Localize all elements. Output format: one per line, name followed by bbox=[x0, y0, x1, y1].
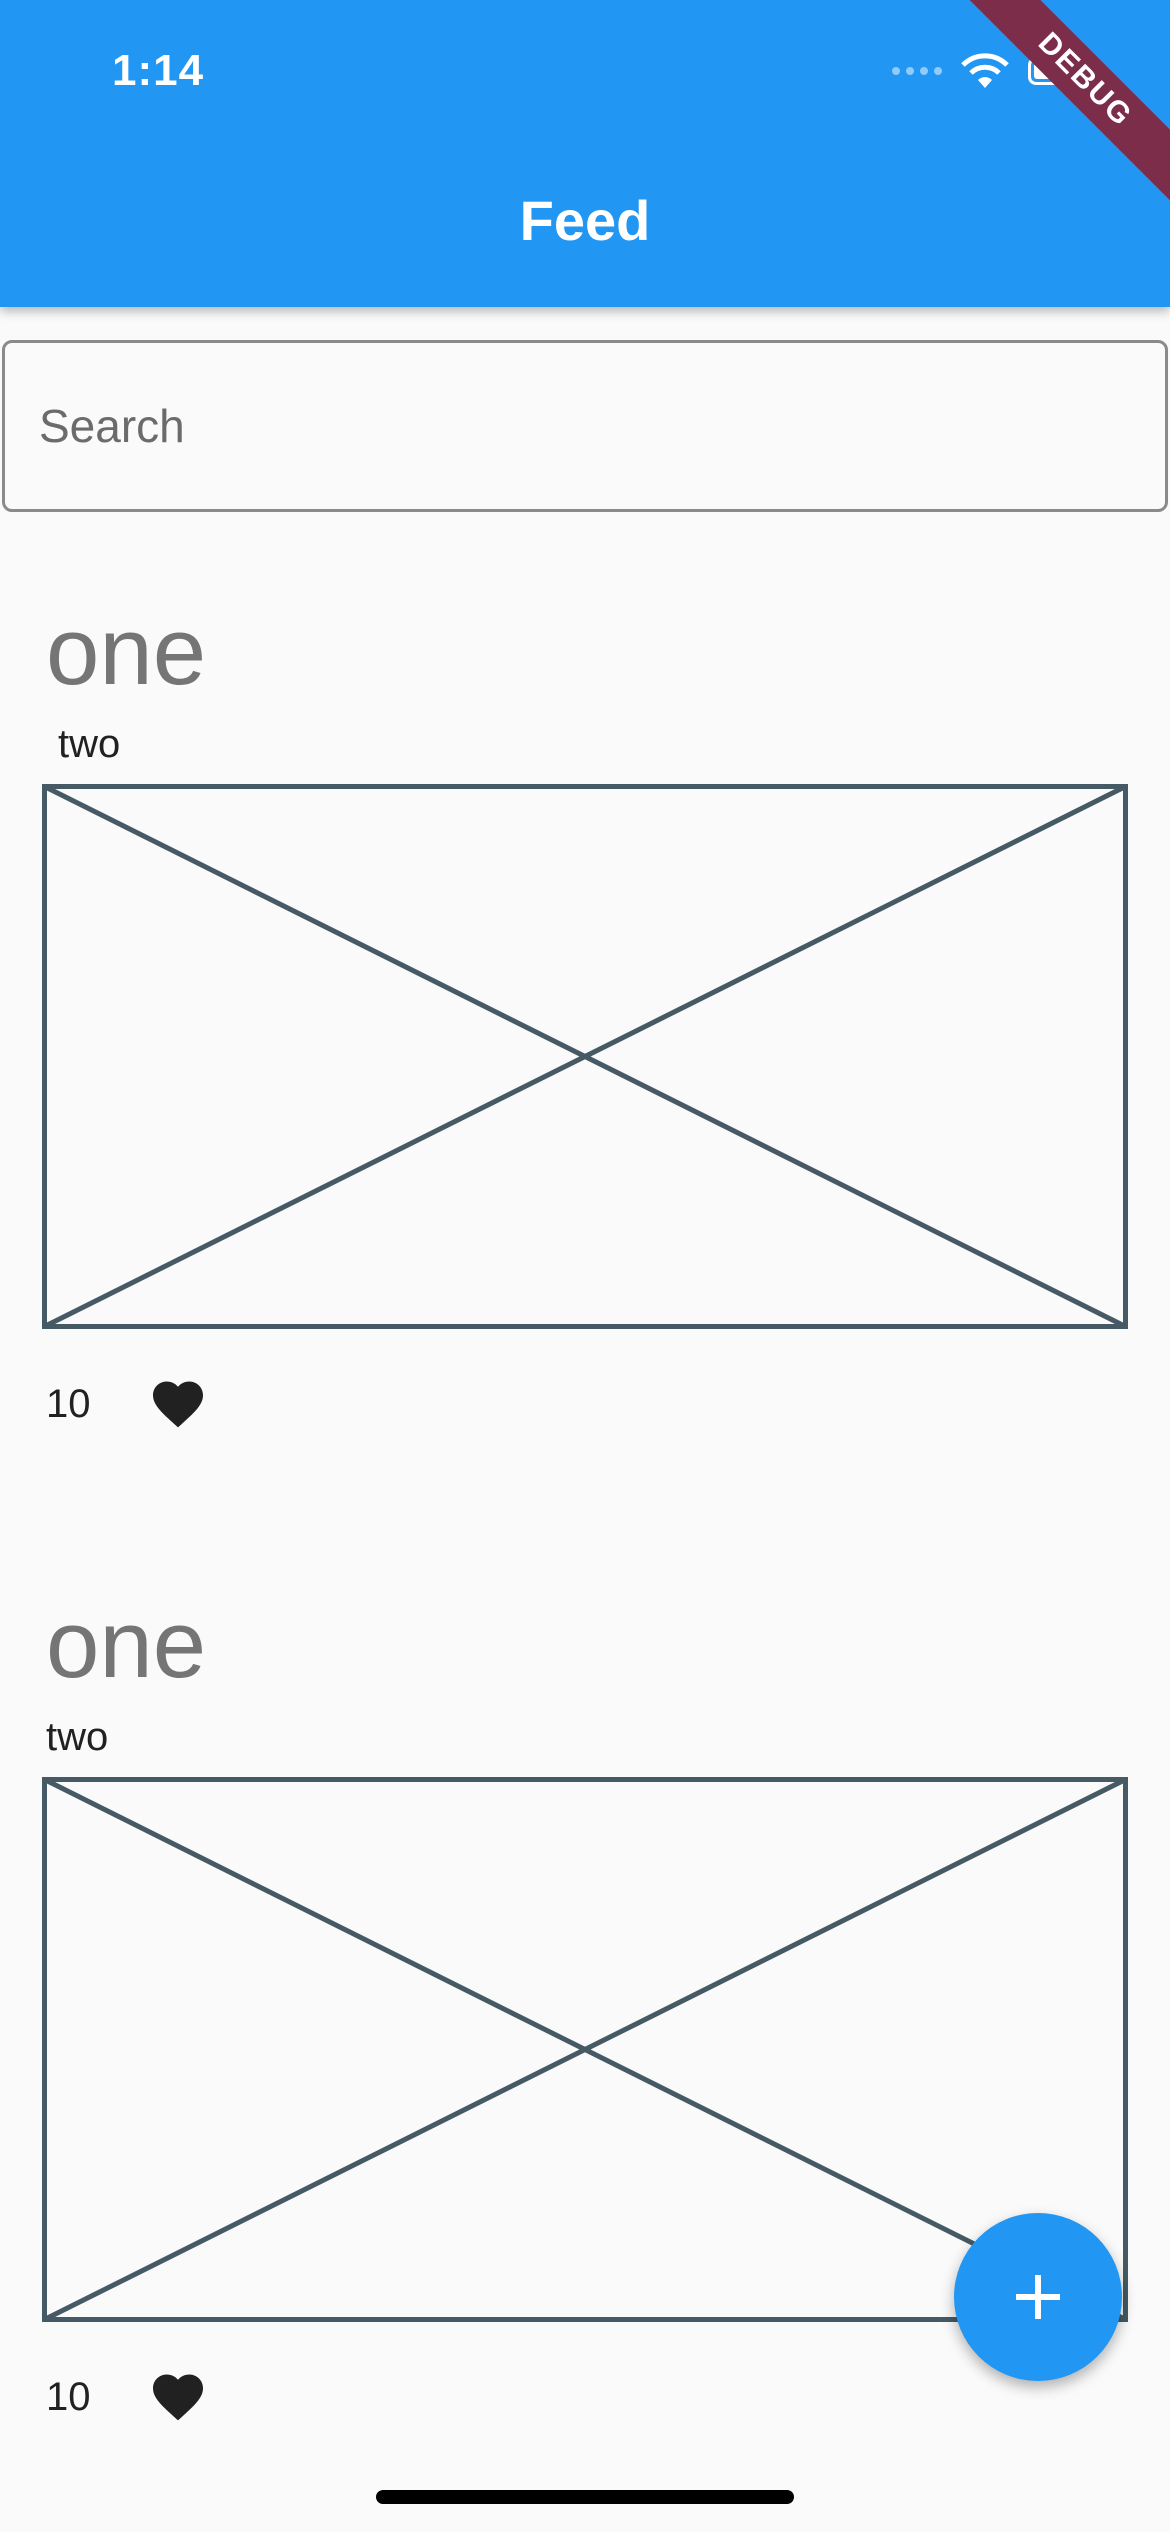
debug-banner: DEBUG bbox=[970, 0, 1170, 200]
heart-icon[interactable] bbox=[146, 1374, 210, 1434]
add-post-button[interactable] bbox=[954, 2213, 1122, 2381]
likes-row: 10 bbox=[46, 2367, 210, 2427]
post-title: one bbox=[46, 1591, 207, 1698]
signal-icon bbox=[892, 67, 942, 75]
image-placeholder bbox=[42, 1777, 1128, 2322]
post-title: one bbox=[46, 598, 207, 705]
page-title: Feed bbox=[519, 189, 651, 252]
search-field[interactable] bbox=[2, 340, 1168, 512]
status-time: 1:14 bbox=[112, 46, 205, 95]
post-subtitle: two bbox=[58, 722, 121, 766]
plus-icon bbox=[1016, 2275, 1060, 2319]
search-input[interactable] bbox=[5, 343, 1165, 509]
heart-icon[interactable] bbox=[146, 2367, 210, 2427]
app-bar: 1:14 DEBUG Feed bbox=[0, 0, 1170, 307]
post-subtitle: two bbox=[46, 1715, 109, 1759]
likes-count: 10 bbox=[46, 1381, 91, 1426]
wifi-icon bbox=[961, 53, 1009, 88]
image-placeholder bbox=[42, 784, 1128, 1329]
home-indicator bbox=[376, 2490, 794, 2504]
likes-count: 10 bbox=[46, 2374, 91, 2419]
likes-row: 10 bbox=[46, 1374, 210, 1434]
